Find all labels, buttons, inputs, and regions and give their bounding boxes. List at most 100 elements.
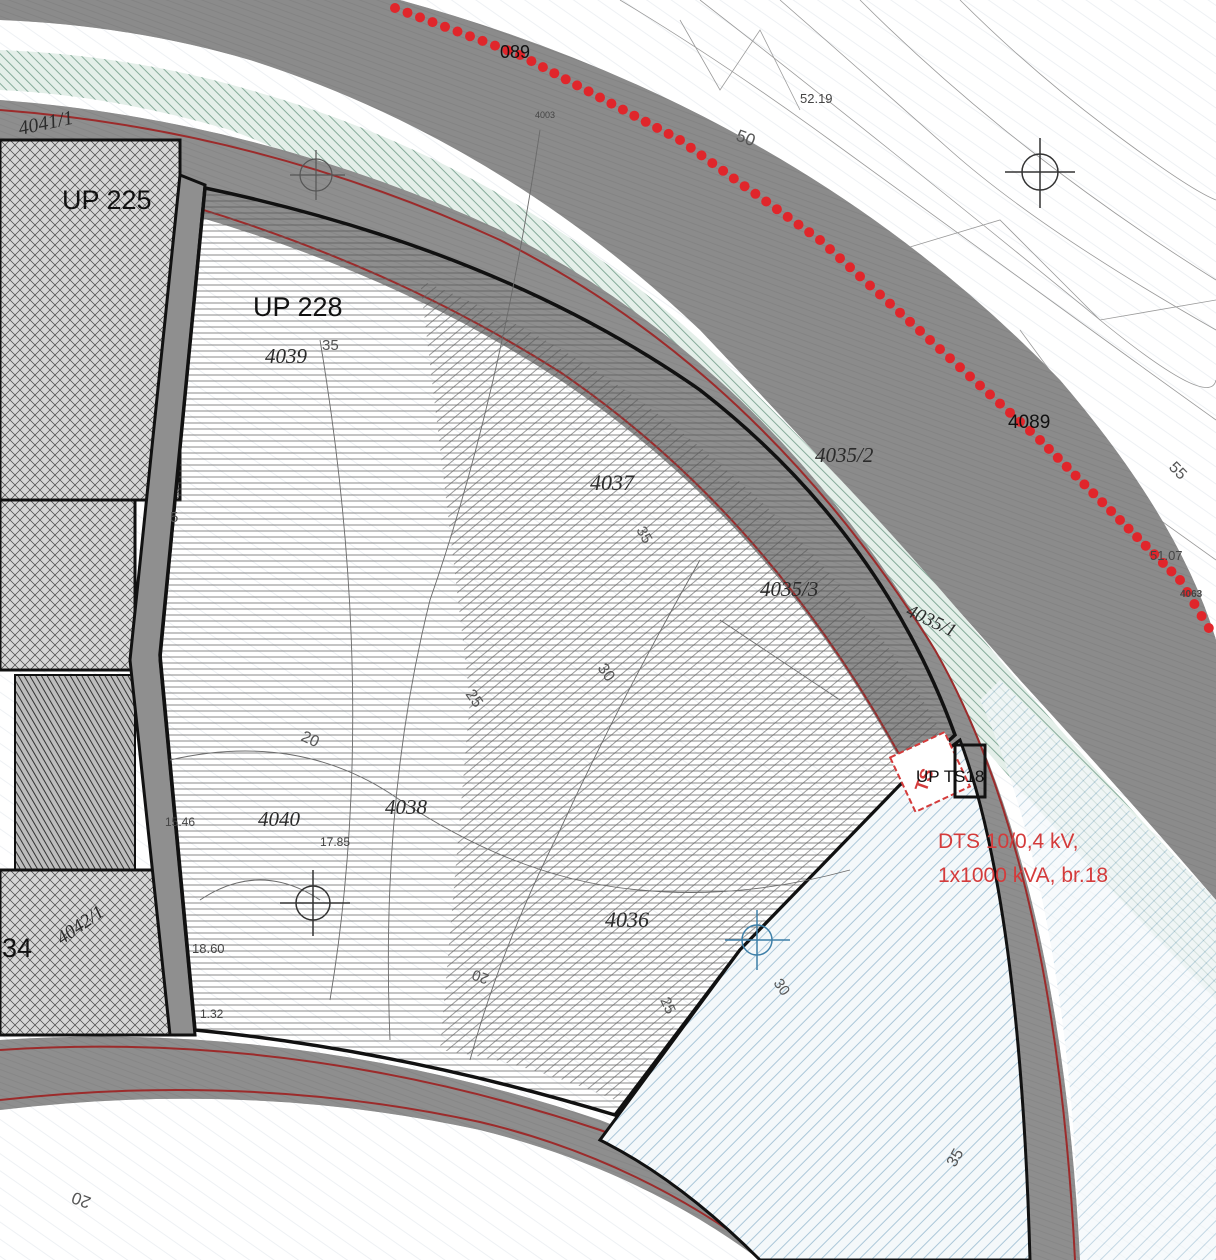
boundary-dot bbox=[1157, 557, 1168, 568]
boundary-dot bbox=[537, 62, 548, 73]
boundary-dot bbox=[728, 173, 739, 184]
boundary-dot bbox=[1035, 435, 1045, 445]
contour-label: 35 bbox=[944, 1146, 968, 1170]
contours-up228 bbox=[169, 129, 851, 1061]
boundary-dot bbox=[1182, 587, 1193, 597]
boundary-dot bbox=[782, 211, 793, 222]
contour-label: 35 bbox=[322, 337, 339, 354]
boundary-dot bbox=[583, 86, 594, 97]
boundary-dot bbox=[549, 68, 560, 79]
boundary-dot bbox=[935, 344, 945, 355]
substation-label-line1: DTS 10/0,4 kV, bbox=[938, 830, 1078, 853]
parcel-left-middle[interactable] bbox=[0, 498, 137, 672]
survey-crosshair-icon bbox=[725, 910, 790, 970]
boundary-dot bbox=[945, 353, 955, 364]
parcel-number: 4038 bbox=[385, 795, 428, 819]
zone-label-up234: 34 bbox=[2, 933, 32, 963]
boundary-dot bbox=[975, 380, 985, 391]
boundary-dot bbox=[750, 188, 761, 199]
parcel-up225[interactable] bbox=[0, 138, 182, 502]
boundary-dot bbox=[995, 398, 1005, 409]
boundary-dot bbox=[1140, 540, 1151, 551]
contour-label: 30 bbox=[770, 976, 793, 999]
boundary-dot bbox=[465, 31, 475, 42]
boundary-dot bbox=[855, 271, 865, 282]
spot-height: 15.46 bbox=[165, 815, 195, 829]
boundary-dot bbox=[402, 7, 413, 18]
boundary-dot bbox=[815, 235, 825, 245]
boundary-dot bbox=[915, 325, 925, 336]
boundary-dot bbox=[865, 280, 875, 291]
boundary-dot bbox=[1005, 407, 1015, 418]
boundary-dot bbox=[606, 98, 617, 109]
survey-crosshair-icon bbox=[290, 150, 345, 200]
boundary-dot bbox=[390, 3, 400, 13]
parcel-number: 4035/2 bbox=[815, 443, 874, 467]
parcel-number: 4063 bbox=[1180, 589, 1203, 600]
boundary-dot bbox=[804, 227, 815, 238]
boundary-dot bbox=[526, 56, 537, 67]
boundary-dot bbox=[675, 135, 685, 145]
boundary-dot bbox=[835, 253, 845, 264]
parcel-number: 4037 bbox=[590, 470, 635, 495]
boundary-dot bbox=[1097, 497, 1108, 508]
boundary-dot bbox=[502, 45, 513, 56]
boundary-dot bbox=[595, 92, 605, 103]
green-verge-right bbox=[980, 680, 1216, 1260]
parcel-number: 4040 bbox=[258, 807, 301, 831]
substation-ts18[interactable]: TS bbox=[888, 730, 987, 814]
boundary-dot bbox=[685, 142, 696, 153]
boundary-dot bbox=[1070, 470, 1081, 481]
boundary-dot bbox=[1043, 443, 1054, 454]
boundary-dot bbox=[663, 128, 674, 139]
boundary-dot bbox=[1106, 506, 1117, 517]
boundary-dot bbox=[1079, 479, 1090, 490]
boundary-dot bbox=[985, 389, 995, 400]
parcel-left-lower[interactable] bbox=[0, 868, 172, 1037]
boundary-dot bbox=[1115, 515, 1125, 525]
spot-height: 17.85 bbox=[320, 835, 350, 849]
boundary-dot bbox=[452, 26, 463, 37]
boundary-dot bbox=[652, 122, 663, 133]
boundary-dot bbox=[718, 165, 729, 176]
boundary-dot bbox=[477, 35, 488, 46]
boundary-dot bbox=[895, 307, 905, 318]
boundary-dot bbox=[905, 316, 915, 327]
survey-crosshair-icon bbox=[1005, 138, 1075, 208]
spot-height: 18.60 bbox=[192, 941, 225, 956]
parcel-number: 4036 bbox=[605, 907, 649, 932]
contour-label: 20 bbox=[470, 966, 491, 988]
boundary-dot bbox=[925, 335, 935, 345]
boundary-dot bbox=[739, 181, 750, 192]
contour-label: 20 bbox=[298, 728, 321, 751]
spot-height: 1.32 bbox=[200, 1007, 224, 1021]
parcel-number: 4003 bbox=[535, 110, 555, 120]
parcel-number: 4039 bbox=[265, 344, 308, 368]
boundary-dot bbox=[1203, 623, 1214, 633]
boundary-dot bbox=[515, 50, 525, 60]
spot-height: 52.19 bbox=[800, 91, 833, 106]
zone-label-up225: UP 225 bbox=[62, 185, 152, 215]
boundary-dot bbox=[965, 371, 975, 382]
boundary-dot bbox=[875, 289, 885, 300]
boundary-dot bbox=[1015, 416, 1025, 427]
boundary-dot bbox=[1123, 523, 1134, 534]
boundary-dot bbox=[845, 262, 855, 273]
boundary-dot bbox=[617, 104, 628, 115]
spot-height: 51.07 bbox=[1150, 548, 1183, 563]
substation-label-line2: 1x1000 kVA, br.18 bbox=[938, 864, 1108, 887]
boundary-dot bbox=[440, 21, 450, 32]
boundary-dot bbox=[825, 244, 835, 255]
parcel-lower-right[interactable] bbox=[597, 737, 1032, 1260]
side-road bbox=[128, 172, 207, 1037]
parcel-number: 4089 bbox=[1008, 412, 1050, 433]
parcel-left-dense[interactable] bbox=[14, 674, 136, 871]
boundary-dot bbox=[1061, 461, 1072, 472]
contour-label: 35 bbox=[633, 524, 656, 547]
contour-label: 25 bbox=[656, 995, 678, 1017]
parcel-number: 4035/3 bbox=[760, 577, 818, 601]
boundary-dot bbox=[1189, 599, 1200, 609]
boundary-dot bbox=[696, 150, 707, 161]
boundary-dot bbox=[629, 110, 640, 121]
